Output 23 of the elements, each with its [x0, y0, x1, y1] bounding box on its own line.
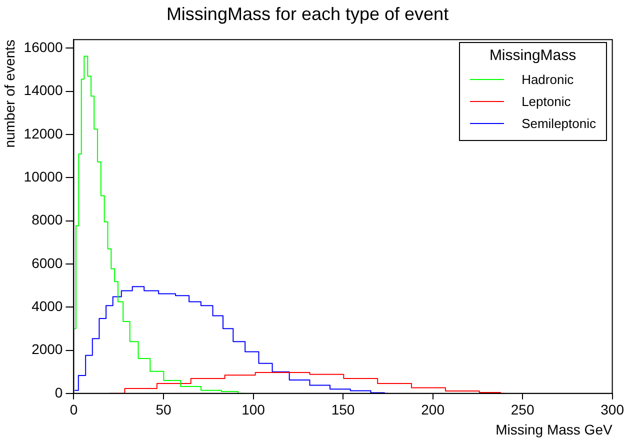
x-tick-label: 250: [510, 402, 534, 418]
y-tick-label: 12000: [24, 125, 63, 142]
y-tick-label: 4000: [32, 298, 63, 314]
legend-label: Leptonic: [522, 94, 571, 108]
x-tick-label: 150: [331, 402, 355, 418]
y-tick-label: 10000: [24, 168, 63, 185]
y-tick-label: 14000: [24, 82, 63, 98]
y-tick-label: 8000: [32, 212, 63, 228]
y-tick-label: 2000: [32, 341, 63, 358]
x-tick-label: 100: [242, 402, 266, 418]
chart-title: MissingMass for each type of event: [166, 4, 449, 24]
y-tick-label: 16000: [24, 39, 63, 56]
x-tick-label: 200: [421, 402, 445, 418]
y-tick-label: 6000: [32, 254, 63, 271]
x-tick-label: 0: [70, 402, 78, 418]
x-tick-label: 300: [600, 402, 624, 418]
y-axis-title: number of events: [1, 40, 18, 148]
legend-label: Semileptonic: [522, 116, 596, 130]
x-tick-label: 50: [156, 402, 172, 418]
legend-label: Hadronic: [522, 72, 574, 86]
x-axis-title: Missing Mass GeV: [496, 421, 613, 438]
y-tick-label: 0: [54, 384, 63, 400]
legend-title: MissingMass: [488, 47, 578, 64]
